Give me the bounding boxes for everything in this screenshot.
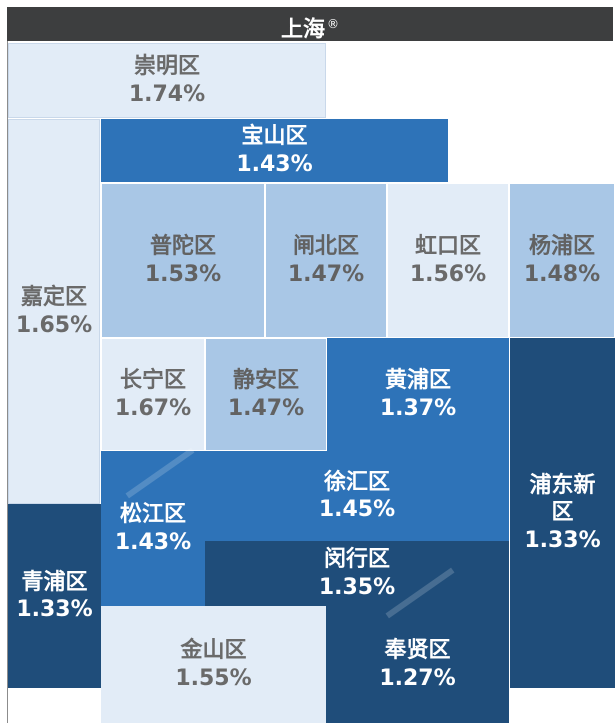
district-pudong: 浦东新 区 1.33% xyxy=(510,338,615,688)
district-putuo: 普陀区 1.53% xyxy=(101,183,265,338)
district-rate: 1.33% xyxy=(16,597,93,622)
district-jinshan: 金山区 1.55% xyxy=(101,606,326,723)
district-name: 虹口区 xyxy=(414,234,481,259)
district-rate: 1.43% xyxy=(236,151,313,177)
district-name: 浦东新 xyxy=(529,472,596,498)
district-rate: 1.33% xyxy=(524,527,601,553)
district-name: 长宁区 xyxy=(119,368,186,393)
district-chongming: 崇明区 1.74% xyxy=(8,43,326,118)
district-rate: 1.48% xyxy=(523,261,601,287)
district-xuhui: 徐汇区 1.45% xyxy=(205,451,509,541)
district-name: 静安区 xyxy=(232,368,299,393)
district-name: 徐汇区 xyxy=(323,469,390,495)
district-rate: 1.27% xyxy=(379,665,456,691)
map-title: 上海 xyxy=(280,17,325,43)
district-name: 崇明区 xyxy=(133,54,200,79)
district-name-line2: 区 xyxy=(551,500,574,526)
district-name: 松江区 xyxy=(119,502,186,527)
district-rate: 1.74% xyxy=(128,81,206,107)
district-rate: 1.43% xyxy=(114,529,192,555)
district-qingpu: 青浦区 1.33% xyxy=(8,504,101,688)
district-changning: 长宁区 1.67% xyxy=(101,338,205,451)
district-rate: 1.45% xyxy=(318,497,396,522)
district-rate: 1.53% xyxy=(144,261,222,287)
district-rate: 1.37% xyxy=(379,395,457,421)
district-jiading: 嘉定区 1.65% xyxy=(8,119,100,504)
district-baoshan: 宝山区 1.43% xyxy=(101,119,448,182)
district-jingan: 静安区 1.47% xyxy=(205,338,327,451)
district-name: 普陀区 xyxy=(149,234,216,259)
map-title-bar: 上海 ® xyxy=(7,7,613,43)
district-yangpu: 杨浦区 1.48% xyxy=(509,183,615,338)
registered-mark: ® xyxy=(327,17,339,31)
district-rate: 1.47% xyxy=(287,261,365,287)
district-name: 杨浦区 xyxy=(528,234,595,259)
district-songjiang: 松江区 1.43% xyxy=(101,451,205,606)
district-rate: 1.47% xyxy=(227,395,305,421)
district-rate: 1.55% xyxy=(175,665,252,691)
district-name: 金山区 xyxy=(180,638,247,663)
district-zhabei: 闸北区 1.47% xyxy=(265,183,387,338)
frame-border xyxy=(7,41,8,723)
district-name: 奉贤区 xyxy=(384,638,451,663)
district-name: 闸北区 xyxy=(292,234,359,259)
district-rate: 1.65% xyxy=(15,312,93,338)
district-rate: 1.56% xyxy=(409,261,487,287)
district-rate: 1.35% xyxy=(318,574,396,600)
district-fengxian: 奉贤区 1.27% xyxy=(326,606,509,723)
district-name: 闵行区 xyxy=(323,547,390,572)
district-name: 青浦区 xyxy=(21,569,88,595)
district-name: 嘉定区 xyxy=(20,285,87,310)
district-rate: 1.67% xyxy=(114,395,192,421)
district-huangpu: 黄浦区 1.37% xyxy=(327,338,509,451)
district-name: 宝山区 xyxy=(241,124,308,149)
district-hongkou: 虹口区 1.56% xyxy=(387,183,509,338)
district-minhang: 闵行区 1.35% xyxy=(205,541,509,606)
district-name: 黄浦区 xyxy=(384,368,451,393)
